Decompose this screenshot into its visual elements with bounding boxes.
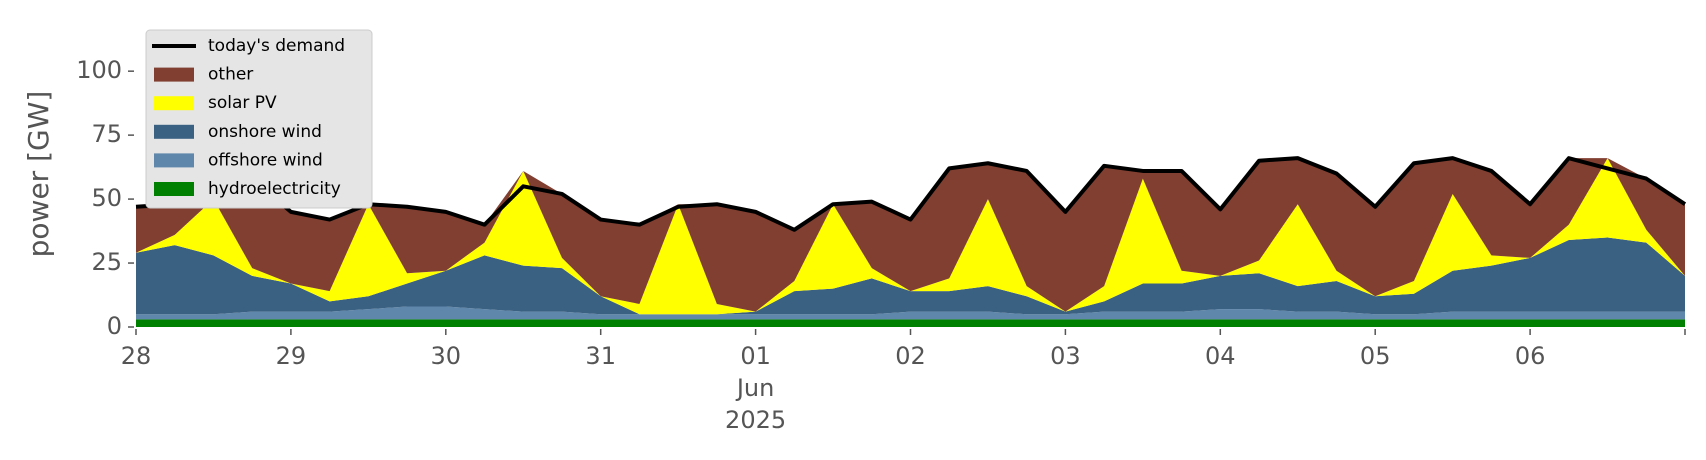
area — [136, 306, 1685, 320]
x-tick-label: 06 — [1515, 342, 1546, 370]
legend-swatch — [154, 153, 194, 168]
legend-label: onshore wind — [208, 122, 322, 142]
x-tick-label: 29 — [276, 342, 307, 370]
legend-label: hydroelectricity — [208, 179, 341, 199]
y-tick-label: 75 — [91, 120, 122, 148]
legend-swatch — [154, 182, 194, 196]
x-tick-label: 31 — [585, 342, 616, 370]
demand-line — [135, 156, 1687, 232]
x-tick-label: 04 — [1205, 342, 1236, 370]
legend-label: other — [208, 65, 253, 85]
legend-swatch — [154, 67, 194, 82]
area — [136, 158, 1685, 312]
legend-swatch — [154, 124, 194, 139]
x-tick-label: 05 — [1360, 342, 1391, 370]
y-tick-label: 25 — [91, 248, 122, 276]
y-tick-label: 100 — [76, 56, 122, 84]
legend-label: solar PV — [208, 93, 277, 113]
legend-swatch — [154, 96, 194, 111]
x-tick-label: 02 — [895, 342, 926, 370]
x-tick-label: 01 Jun 2025 — [725, 342, 786, 434]
area — [136, 237, 1685, 315]
legend-box — [145, 29, 373, 209]
legend-label: today's demand — [208, 36, 345, 56]
legend: today's demand other solar PV onshore wind o… — [145, 29, 373, 209]
x-tick-label: 28 — [121, 342, 152, 370]
area — [136, 319, 1685, 327]
legend-label: offshore wind — [208, 150, 323, 170]
y-tick-label: 50 — [91, 184, 122, 212]
y-tick-label: 0 — [107, 312, 122, 340]
y-axis-label: power [GW] — [22, 91, 55, 258]
area — [136, 158, 1685, 315]
x-tick-label: 30 — [431, 342, 462, 370]
x-tick-label: 03 — [1050, 342, 1081, 370]
